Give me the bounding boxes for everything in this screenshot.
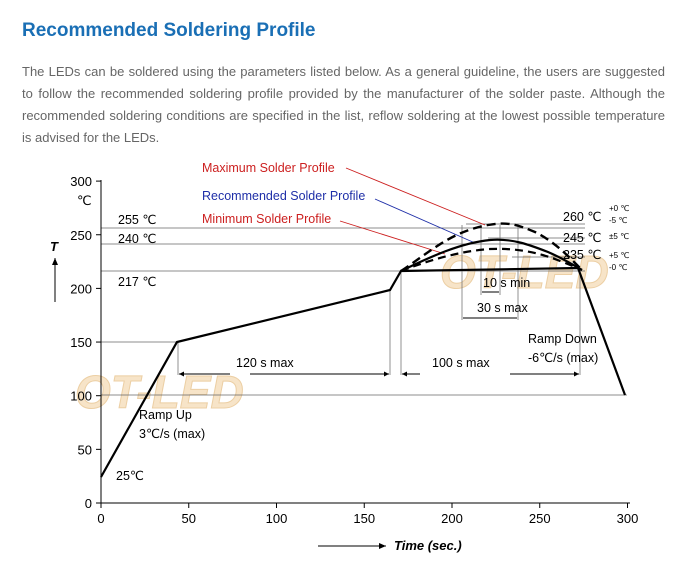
x-axis-title: Time (sec.) bbox=[394, 538, 462, 553]
label-25: 25℃ bbox=[116, 469, 144, 483]
max-profile-curve bbox=[400, 222, 583, 273]
label-260-plus: +0 ℃ bbox=[609, 204, 629, 213]
y-tick-label: 0 bbox=[85, 496, 92, 511]
y-unit-label: ℃ bbox=[77, 193, 92, 208]
label-217: 217 ℃ bbox=[118, 275, 156, 289]
base-profile-line bbox=[100, 266, 627, 478]
x-tick-label: 100 bbox=[266, 511, 288, 526]
rec-profile-curve bbox=[400, 238, 583, 272]
page-title: Recommended Soldering Profile bbox=[22, 20, 316, 41]
ramp-up-rate: 3℃/s (max) bbox=[139, 427, 205, 441]
label-10s-min: 10 s min bbox=[483, 276, 530, 290]
x-tick-label: 200 bbox=[441, 511, 463, 526]
x-tick-label: 150 bbox=[353, 511, 375, 526]
label-255: 255 ℃ bbox=[118, 213, 156, 227]
label-245: 245 ℃ bbox=[563, 231, 601, 245]
label-235: 235 ℃ bbox=[563, 248, 601, 262]
ramp-up-label: Ramp Up bbox=[139, 408, 192, 422]
x-tick-label: 250 bbox=[529, 511, 551, 526]
label-245-tol: ±5 ℃ bbox=[609, 232, 629, 241]
watermark-right: OT-LED bbox=[440, 246, 609, 298]
rec-profile-label: Recommended Solder Profile bbox=[202, 189, 365, 203]
label-30s-max: 30 s max bbox=[477, 301, 528, 315]
y-axis-title: T bbox=[50, 239, 59, 254]
x-tick-label: 50 bbox=[182, 511, 196, 526]
label-235-plus: +5 ℃ bbox=[609, 251, 629, 260]
label-235-minus: -0 ℃ bbox=[609, 263, 627, 272]
leader-rec bbox=[374, 198, 476, 244]
label-260: 260 ℃ bbox=[563, 210, 601, 224]
min-profile-curve bbox=[400, 247, 583, 273]
y-tick-label: 150 bbox=[70, 335, 92, 350]
x-tick-label: 0 bbox=[97, 511, 104, 526]
ramp-down-label: Ramp Down bbox=[528, 332, 597, 346]
leader-max bbox=[345, 167, 486, 226]
y-tick-label: 200 bbox=[70, 281, 92, 296]
leader-min bbox=[339, 220, 446, 255]
label-100s-max: 100 s max bbox=[432, 356, 490, 370]
y-tick-label: 250 bbox=[70, 228, 92, 243]
y-tick-label: 100 bbox=[70, 389, 92, 404]
label-240: 240 ℃ bbox=[118, 232, 156, 246]
intro-paragraph: The LEDs can be soldered using the param… bbox=[22, 64, 665, 145]
y-tick-label: 300 bbox=[70, 174, 92, 189]
label-120s-max: 120 s max bbox=[236, 356, 294, 370]
x-tick-label: 300 bbox=[617, 511, 639, 526]
y-tick-label: 50 bbox=[78, 442, 92, 457]
label-260-minus: -5 ℃ bbox=[609, 216, 627, 225]
ramp-down-rate: -6℃/s (max) bbox=[528, 351, 598, 365]
max-profile-label: Maximum Solder Profile bbox=[202, 161, 335, 175]
min-profile-label: Minimum Solder Profile bbox=[202, 212, 331, 226]
